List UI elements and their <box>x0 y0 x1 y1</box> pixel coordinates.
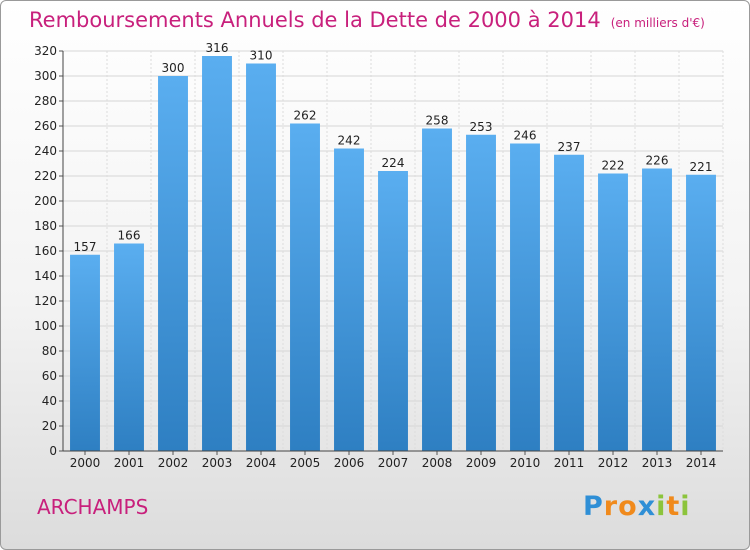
data-label: 166 <box>118 229 141 243</box>
bar <box>422 128 452 451</box>
bar <box>642 168 672 451</box>
bar <box>686 174 716 451</box>
logo-letter: o <box>618 491 638 522</box>
x-tick-label: 2004 <box>246 456 277 470</box>
x-tick-label: 2003 <box>202 456 233 470</box>
y-tick-label: 180 <box>34 219 57 233</box>
chart-title-main: Remboursements Annuels de la Dette de 20… <box>29 8 601 32</box>
place-name: ARCHAMPS <box>37 495 149 519</box>
logo-letter: P <box>583 491 604 522</box>
data-label: 237 <box>558 140 581 154</box>
y-tick-label: 280 <box>34 94 57 108</box>
y-tick-label: 140 <box>34 269 57 283</box>
bar-layer: 157 166 300 316 310 262 242 224 258 253 246 237 222 2… <box>70 41 716 451</box>
y-tick-label: 120 <box>34 294 57 308</box>
y-tick-label: 220 <box>34 169 57 183</box>
y-tick-label: 20 <box>42 419 57 433</box>
chart-title-unit: (en milliers d'€) <box>610 16 705 30</box>
data-label: 316 <box>206 41 229 55</box>
y-tick-label: 160 <box>34 244 57 258</box>
x-tick-label: 2005 <box>290 456 321 470</box>
bar <box>554 154 584 451</box>
bar <box>158 76 188 451</box>
bar <box>290 123 320 451</box>
logo-letter: t <box>666 491 681 522</box>
data-label: 300 <box>162 61 185 75</box>
data-label: 242 <box>338 134 361 148</box>
x-tick-label: 2006 <box>334 456 365 470</box>
bar <box>70 254 100 451</box>
bar <box>334 148 364 451</box>
logo-letter: i <box>680 491 691 522</box>
y-tick-label: 80 <box>42 344 57 358</box>
data-label: 221 <box>690 160 713 174</box>
x-tick-label: 2008 <box>422 456 453 470</box>
data-label: 258 <box>426 114 449 128</box>
axis-layer: 0 20 40 60 80 100 120 140 160 180 200 220 240 260 280 3… <box>34 44 723 470</box>
bar <box>598 173 628 451</box>
y-tick-label: 240 <box>34 144 57 158</box>
bar <box>202 56 232 451</box>
x-tick-label: 2013 <box>642 456 673 470</box>
data-label: 262 <box>294 109 317 123</box>
data-label: 226 <box>646 154 669 168</box>
bar <box>114 243 144 451</box>
data-label: 253 <box>470 120 493 134</box>
y-tick-label: 0 <box>49 444 57 458</box>
data-label: 222 <box>602 159 625 173</box>
y-tick-label: 300 <box>34 69 57 83</box>
bar <box>466 134 496 451</box>
data-label: 246 <box>514 129 537 143</box>
data-label: 224 <box>382 156 405 170</box>
bar <box>510 143 540 451</box>
x-tick-label: 2001 <box>114 456 145 470</box>
data-label: 310 <box>250 49 273 63</box>
chart-title: Remboursements Annuels de la Dette de 20… <box>29 8 705 32</box>
x-tick-label: 2014 <box>686 456 717 470</box>
y-tick-label: 320 <box>34 44 57 58</box>
y-tick-label: 260 <box>34 119 57 133</box>
y-tick-label: 200 <box>34 194 57 208</box>
bar <box>246 63 276 451</box>
data-label: 157 <box>74 240 97 254</box>
bar <box>378 171 408 451</box>
logo-letter: r <box>603 491 619 522</box>
x-tick-label: 2009 <box>466 456 497 470</box>
x-tick-label: 2002 <box>158 456 189 470</box>
y-tick-label: 40 <box>42 394 57 408</box>
y-tick-label: 100 <box>34 319 57 333</box>
proxiti-logo: Proxiti <box>583 491 691 522</box>
logo-letter: x <box>637 491 657 522</box>
x-tick-label: 2012 <box>598 456 629 470</box>
x-tick-label: 2010 <box>510 456 541 470</box>
x-tick-label: 2000 <box>70 456 101 470</box>
y-tick-label: 60 <box>42 369 57 383</box>
logo-letter: i <box>656 491 667 522</box>
x-tick-label: 2011 <box>554 456 585 470</box>
x-tick-label: 2007 <box>378 456 409 470</box>
